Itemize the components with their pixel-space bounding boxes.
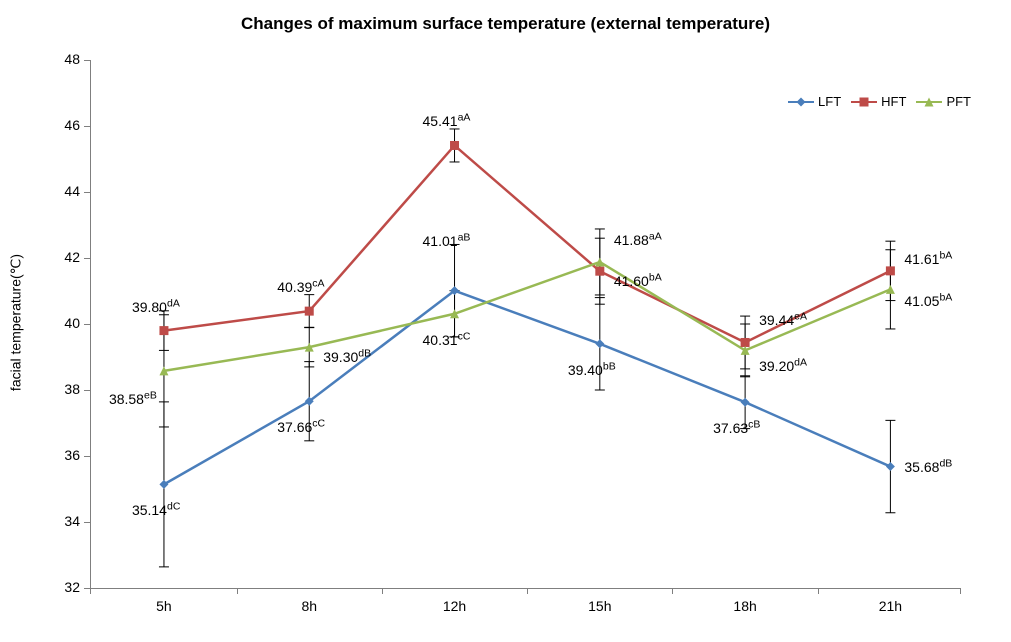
x-tick-label: 21h	[860, 598, 920, 614]
marker-LFT	[886, 462, 895, 471]
data-label: 37.63cB	[713, 420, 760, 436]
data-label: 41.60bA	[614, 273, 662, 289]
y-tick-label: 38	[40, 381, 80, 397]
marker-HFT	[741, 338, 750, 347]
legend-label: LFT	[818, 94, 841, 109]
marker-HFT	[159, 326, 168, 335]
marker-LFT	[595, 339, 604, 348]
marker-LFT	[741, 398, 750, 407]
marker-HFT	[305, 307, 314, 316]
y-tick-label: 48	[40, 51, 80, 67]
data-label: 35.14dC	[132, 502, 180, 518]
data-label: 39.40bB	[568, 362, 616, 378]
plot-area: 3234363840424446485h8h12h15h18h21h35.14d…	[90, 60, 960, 588]
data-label: 40.39cA	[277, 279, 324, 295]
marker-HFT	[886, 266, 895, 275]
y-tick-label: 32	[40, 579, 80, 595]
chart-title: Changes of maximum surface temperature (…	[0, 14, 1011, 34]
y-tick-label: 44	[40, 183, 80, 199]
data-label: 45.41aA	[423, 113, 471, 129]
marker-HFT	[450, 141, 459, 150]
legend-label: PFT	[946, 94, 971, 109]
data-label: 39.30dB	[323, 349, 371, 365]
x-tick-label: 8h	[279, 598, 339, 614]
data-label: 35.68dB	[904, 459, 952, 475]
legend-item-LFT: LFT	[788, 94, 841, 109]
data-label: 39.80dA	[132, 299, 180, 315]
y-tick-label: 36	[40, 447, 80, 463]
data-label: 37.66cC	[277, 419, 325, 435]
y-tick-label: 42	[40, 249, 80, 265]
chart-container: Changes of maximum surface temperature (…	[0, 0, 1011, 642]
legend-label: HFT	[881, 94, 906, 109]
x-tick-label: 5h	[134, 598, 194, 614]
data-label: 41.05bA	[904, 293, 952, 309]
data-label: 38.58eB	[109, 391, 157, 407]
x-tick-label: 18h	[715, 598, 775, 614]
marker-HFT	[595, 267, 604, 276]
y-tick-label: 46	[40, 117, 80, 133]
legend-item-HFT: HFT	[851, 94, 906, 109]
data-label: 39.44eA	[759, 312, 807, 328]
data-label: 41.88aA	[614, 232, 662, 248]
data-label: 40.31cC	[423, 332, 471, 348]
legend-item-PFT: PFT	[916, 94, 971, 109]
data-label: 39.20dA	[759, 358, 807, 374]
y-tick-label: 34	[40, 513, 80, 529]
legend: LFT HFT PFT	[788, 94, 971, 109]
y-axis-label: facial temperature(℃)	[8, 223, 25, 423]
data-label: 41.01aB	[423, 233, 471, 249]
y-tick-label: 40	[40, 315, 80, 331]
data-label: 41.61bA	[904, 251, 952, 267]
x-tick-label: 12h	[425, 598, 485, 614]
x-tick-label: 15h	[570, 598, 630, 614]
